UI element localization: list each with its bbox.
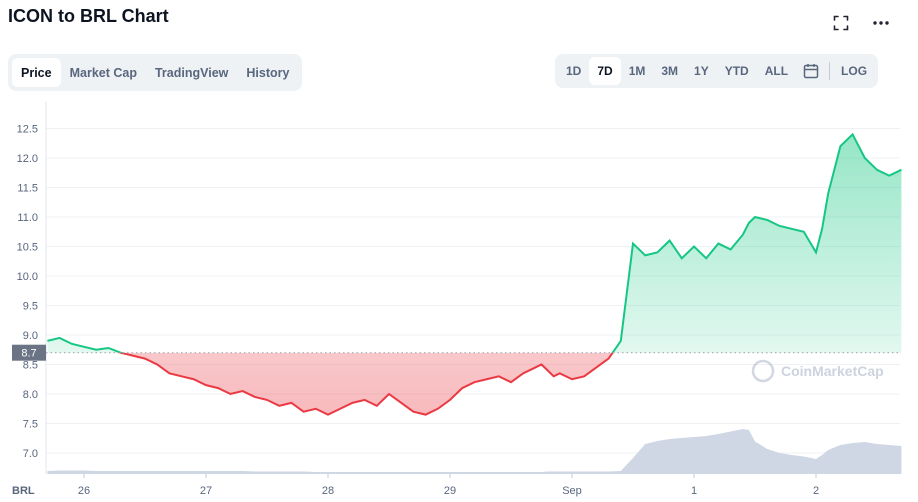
y-tick-label: 9.0 xyxy=(23,330,38,342)
baseline-label: 8.7 xyxy=(21,348,36,360)
x-tick-label: 1 xyxy=(691,485,697,497)
tab-market-cap[interactable]: Market Cap xyxy=(69,65,137,80)
y-tick-label: 8.5 xyxy=(23,360,38,372)
price-area-up xyxy=(47,134,902,353)
expand-icon[interactable] xyxy=(830,12,852,34)
range-1y[interactable]: 1Y xyxy=(694,64,709,78)
range-all[interactable]: ALL xyxy=(764,64,789,78)
price-line-up xyxy=(47,132,902,353)
y-tick-label: 12.5 xyxy=(17,124,38,136)
y-tick-label: 7.5 xyxy=(23,419,38,431)
y-tick-label: 8.0 xyxy=(23,389,38,401)
y-tick-label: 11.0 xyxy=(17,212,38,224)
page-title: ICON to BRL Chart xyxy=(8,6,169,26)
x-tick-label: 2 xyxy=(813,485,819,497)
y-tick-label: 9.5 xyxy=(23,301,38,313)
range-3m[interactable]: 3M xyxy=(661,64,679,78)
y-tick-label: 7.0 xyxy=(23,448,38,460)
price-area-down xyxy=(120,352,613,415)
watermark-logo xyxy=(751,359,775,383)
tab-history[interactable]: History xyxy=(246,65,290,80)
price-line-down xyxy=(117,352,614,416)
y-tick-label: 11.5 xyxy=(17,183,38,195)
range-divider xyxy=(829,62,831,80)
range-ytd[interactable]: YTD xyxy=(724,64,749,78)
x-tick-label: 27 xyxy=(200,485,212,497)
watermark-text: CoinMarketCap xyxy=(781,363,884,379)
range-1d[interactable]: 1D xyxy=(566,64,582,78)
x-tick-label: 29 xyxy=(444,485,456,497)
y-tick-label: 10.0 xyxy=(17,271,38,283)
volume-area xyxy=(47,429,902,474)
tab-price[interactable]: Price xyxy=(12,58,61,87)
x-tick-label: 26 xyxy=(78,485,90,497)
log-scale-toggle[interactable]: LOG xyxy=(841,64,868,78)
chart-type-tabs: Price Market Cap TradingView History xyxy=(8,54,303,91)
time-range-selector: 1D 7D 1M 3M 1Y YTD ALL LOG xyxy=(555,54,879,88)
baseline-tag xyxy=(12,344,46,361)
y-tick-label: 10.5 xyxy=(17,242,38,254)
more-horizontal-icon[interactable] xyxy=(870,12,892,34)
calendar-icon[interactable] xyxy=(796,57,826,85)
tab-tradingview[interactable]: TradingView xyxy=(154,65,229,80)
currency-label: BRL xyxy=(12,485,35,497)
x-tick-label: Sep xyxy=(562,485,582,497)
range-1m[interactable]: 1M xyxy=(628,64,646,78)
range-7d[interactable]: 7D xyxy=(589,57,621,85)
y-tick-label: 12.0 xyxy=(17,153,38,165)
x-tick-label: 28 xyxy=(322,485,334,497)
